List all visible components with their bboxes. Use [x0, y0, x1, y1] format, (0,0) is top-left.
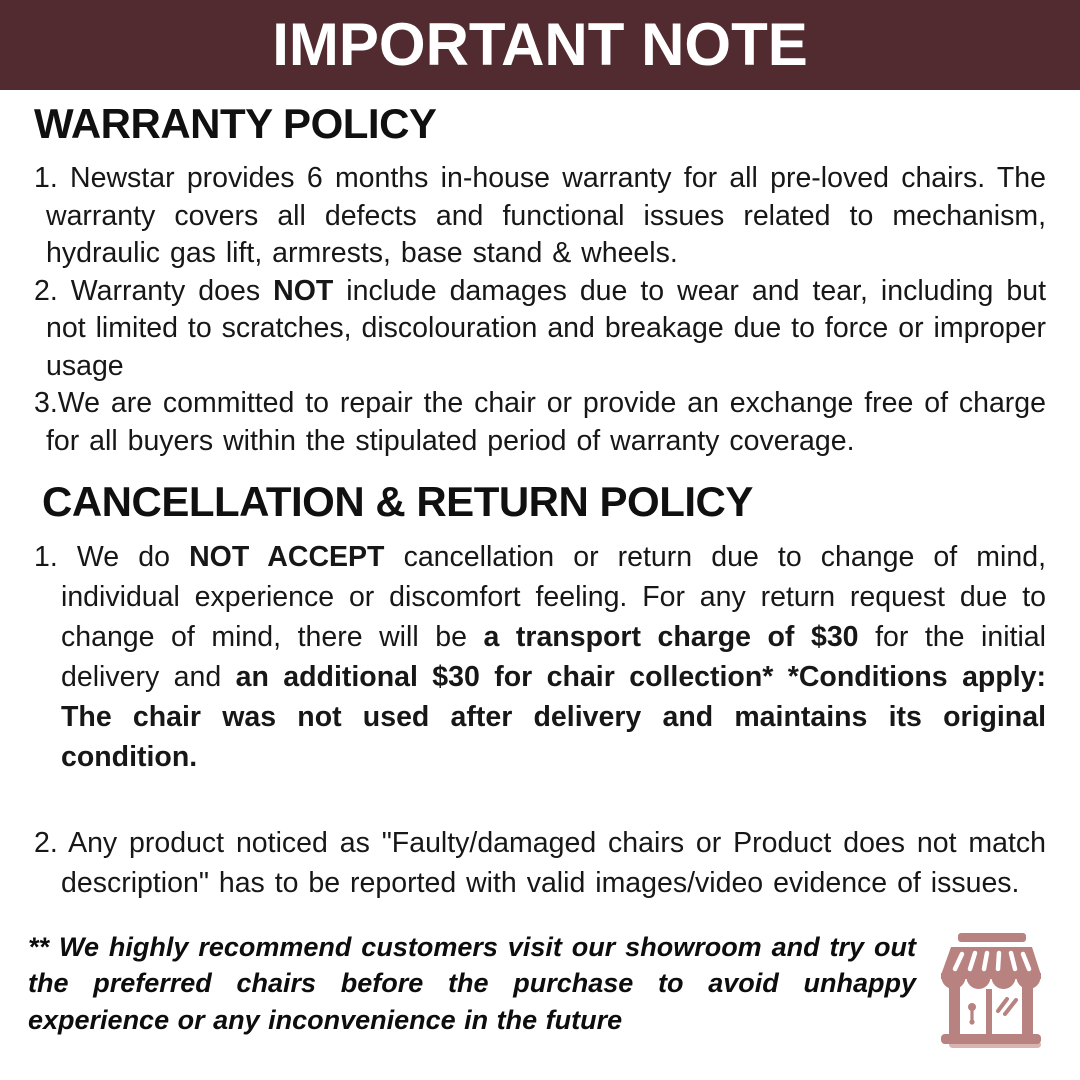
- warranty-item-3: 3.We are committed to repair the chair o…: [34, 387, 1046, 457]
- banner: IMPORTANT NOTE: [0, 0, 1080, 90]
- footer: ** We highly recommend customers visit o…: [28, 929, 1042, 1049]
- store-left-pillar: [949, 986, 960, 1039]
- cancellation-item-2: 2. Any product noticed as "Faulty/damage…: [34, 826, 1046, 899]
- roof-hatches: [952, 950, 1032, 971]
- warranty-item-2: 2. Warranty does NOT include damages due…: [34, 274, 1046, 382]
- store-divider: [986, 988, 992, 1039]
- warranty-heading: WARRANTY POLICY: [34, 100, 437, 147]
- store-right-pillar: [1022, 986, 1033, 1039]
- store-base: [941, 1033, 1041, 1044]
- cancellation-list: 1. We do NOT ACCEPT cancellation or retu…: [34, 537, 1046, 903]
- item-number: 1.: [34, 162, 71, 195]
- cancellation-heading: CANCELLATION & RETURN POLICY: [42, 478, 753, 526]
- showroom-recommendation-note: ** We highly recommend customers visit o…: [28, 931, 916, 1035]
- warranty-item-1: 1. Newstar provides 6 months in-house wa…: [34, 162, 1046, 270]
- cancellation-item-1: 1. We do NOT ACCEPT cancellation or retu…: [34, 540, 1046, 773]
- item-number: 2.: [34, 826, 69, 859]
- awning-band: [941, 972, 1041, 979]
- item-number: 3.: [34, 387, 58, 420]
- window-shine: [996, 996, 1018, 1016]
- banner-title: IMPORTANT NOTE: [272, 11, 808, 78]
- warranty-list: 1. Newstar provides 6 months in-house wa…: [34, 160, 1046, 460]
- storefront-icon: [941, 932, 1041, 1048]
- warranty-section: WARRANTY POLICY 1. Newstar provides 6 mo…: [34, 100, 1046, 460]
- cancellation-section: CANCELLATION & RETURN POLICY 1. We do NO…: [34, 478, 1046, 902]
- item-number: 2.: [34, 274, 71, 307]
- item-number: 1.: [34, 540, 77, 573]
- content: WARRANTY POLICY 1. Newstar provides 6 mo…: [0, 100, 1080, 903]
- store-lintel: [958, 932, 1026, 942]
